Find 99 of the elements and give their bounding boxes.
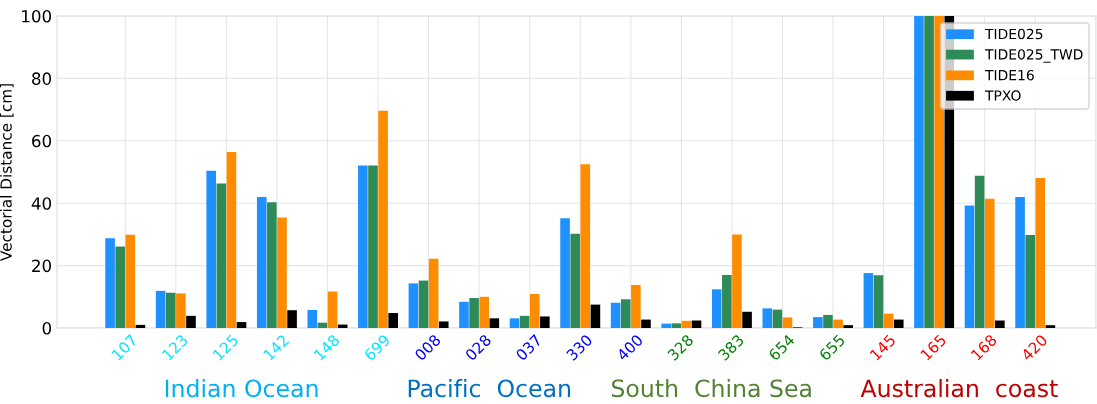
legend-label: TIDE025_TWD (984, 49, 1083, 63)
legend-label: TIDE025 (984, 28, 1043, 40)
y-tick-label: 40 (31, 197, 52, 210)
bar (863, 273, 874, 328)
bar (135, 324, 146, 328)
y-tick-label: 80 (32, 72, 52, 85)
bar (479, 296, 489, 328)
bar (327, 291, 338, 328)
text: Australian coast (860, 378, 1058, 398)
bar (974, 175, 985, 328)
bar (1035, 177, 1046, 328)
x-tick-label: 142 (262, 334, 290, 361)
bar (641, 319, 651, 328)
bar (277, 217, 287, 328)
bar (307, 309, 318, 328)
x-tick-label: 123 (161, 333, 189, 361)
y-tick-label: 20 (32, 259, 52, 273)
x-tick-label: 145 (869, 334, 897, 361)
bar (995, 320, 1005, 328)
bar (722, 274, 732, 328)
bar (813, 317, 823, 328)
y-tick-label: 100 (22, 9, 52, 23)
bar (540, 316, 550, 328)
x-tick-label: 165 (919, 334, 947, 361)
bar (772, 309, 783, 328)
bar (529, 293, 540, 328)
bar (186, 315, 196, 328)
bar (893, 319, 904, 328)
bar (984, 198, 995, 328)
bar (823, 314, 833, 328)
bar (924, 16, 934, 328)
bar (570, 233, 580, 328)
x-tick-label: 654 (767, 333, 796, 362)
bar (267, 202, 277, 328)
x-tick-label: 028 (464, 333, 492, 362)
bar (155, 290, 166, 328)
x-tick-label: 008 (413, 333, 442, 362)
x-tick-label: 699 (363, 333, 391, 362)
bar (509, 318, 520, 328)
bar (590, 304, 601, 328)
bar (843, 325, 853, 328)
x-tick-label: 125 (212, 334, 239, 361)
bar (408, 283, 419, 328)
x-tick-label: 655 (818, 334, 846, 362)
bar (1045, 325, 1056, 328)
x-tick-label: 420 (1020, 333, 1048, 362)
bar (428, 258, 439, 328)
bar (560, 218, 570, 328)
bar (580, 164, 591, 328)
bar (176, 293, 186, 328)
bar (671, 323, 682, 328)
bar (165, 292, 176, 328)
bar (287, 310, 297, 328)
bar (358, 165, 368, 328)
bar (782, 317, 793, 328)
bar (883, 313, 894, 328)
bar (388, 313, 398, 328)
y-tick-label: 0 (42, 321, 52, 335)
bar (115, 246, 125, 328)
bar (226, 152, 237, 328)
legend-label: TIDE16 (984, 69, 1034, 81)
bar (125, 234, 136, 328)
x-tick-label: 400 (615, 333, 644, 362)
bar (438, 321, 449, 328)
y-axis-title: Vectorial Distance [cm] (0, 84, 14, 262)
bar (873, 275, 884, 328)
bar (216, 183, 227, 328)
bar (489, 318, 500, 328)
bar (459, 301, 469, 328)
bar (742, 311, 752, 328)
legend-label: TPXO (984, 90, 1021, 101)
bar (519, 315, 530, 328)
text: Pacific Ocean (408, 378, 571, 398)
bar (711, 289, 722, 328)
bar (762, 308, 773, 328)
bar (732, 234, 742, 328)
bar (620, 299, 631, 328)
bar (631, 284, 641, 328)
bar (964, 205, 975, 328)
bar (1015, 196, 1025, 328)
bar (105, 238, 115, 328)
bar (914, 16, 924, 328)
bar (378, 110, 388, 328)
bar (661, 323, 671, 328)
x-tick-label: 168 (970, 333, 998, 361)
bar (206, 170, 216, 328)
bar (469, 298, 479, 328)
x-tick-label: 148 (313, 333, 341, 361)
bar (418, 280, 429, 328)
bar (256, 196, 267, 328)
bar (236, 322, 247, 328)
bar (1025, 235, 1035, 328)
text: South China Sea (611, 378, 811, 398)
bar (681, 320, 692, 328)
bar (833, 319, 843, 328)
bar (368, 165, 378, 328)
y-tick-label: 60 (32, 134, 52, 148)
bar (610, 302, 621, 328)
text: Indian Ocean (165, 378, 318, 398)
